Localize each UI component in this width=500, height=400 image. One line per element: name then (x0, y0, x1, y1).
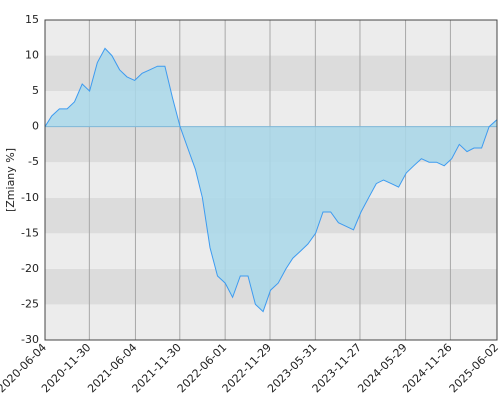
y-tick-label: -10 (21, 191, 39, 204)
y-tick-label: 0 (32, 120, 39, 133)
y-tick-label: -5 (28, 155, 39, 168)
y-tick-label: -30 (21, 333, 39, 346)
x-tick-label: 2025-06-02 (447, 341, 500, 395)
background-band (45, 20, 497, 56)
background-band (45, 304, 497, 340)
area (45, 48, 497, 312)
y-tick-label: 5 (32, 84, 39, 97)
y-tick-label: -15 (21, 226, 39, 239)
y-tick-label: -25 (21, 297, 39, 310)
y-tick-label: 10 (25, 49, 39, 62)
y-tick-label: -20 (21, 262, 39, 275)
y-axis-label: [Zmiany %] (4, 148, 17, 212)
y-tick-label: 15 (25, 13, 39, 26)
plot-frame (44, 19, 498, 341)
line (44, 47, 498, 313)
